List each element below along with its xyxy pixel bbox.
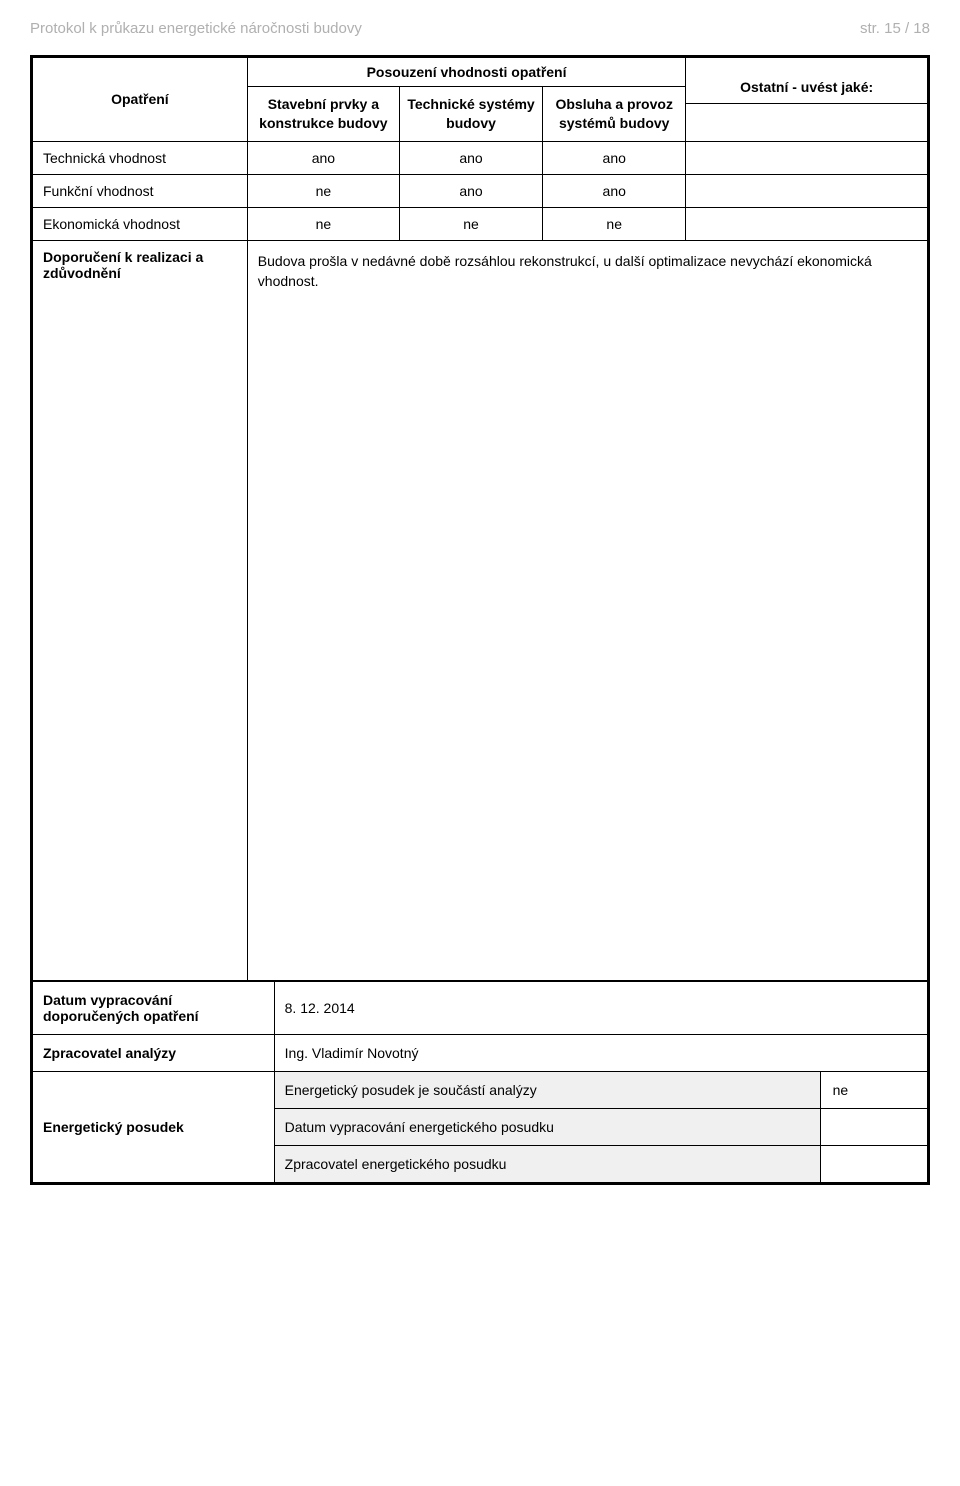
cell-value: ano [399,141,542,174]
posudek-row1-value: ne [820,1071,927,1108]
posudek-row1-label: Energetický posudek je součástí analýzy [274,1071,820,1108]
col-header-ostatni-cell: Ostatní - uvést jaké: [686,58,928,142]
table-row: Ekonomická vhodnost ne ne ne [33,207,928,240]
recommendation-row: Doporučení k realizaci a zdůvodnění Budo… [33,240,928,980]
row-label-funkcni: Funkční vhodnost [33,174,248,207]
recommendation-text: Budova prošla v nedávné době rozsáhlou r… [247,240,927,980]
posudek-label: Energetický posudek [33,1071,275,1182]
posudek-row3-label: Zpracovatel energetického posudku [274,1145,820,1182]
evaluation-table: Opatření Posouzení vhodnosti opatření Os… [32,57,928,981]
cell-value: ne [399,207,542,240]
col-header-ostatni-blank [686,104,927,126]
opatreni-header: Opatření [33,58,248,142]
cell-value: ne [247,174,399,207]
cell-value [686,207,928,240]
table-row: Datum vypracování doporučených opatření … [33,981,928,1034]
cell-value [686,141,928,174]
row-label-ekonomicka: Ekonomická vhodnost [33,207,248,240]
table-row: Technická vhodnost ano ano ano [33,141,928,174]
posudek-row2-label: Datum vypracování energetického posudku [274,1108,820,1145]
col-header-obsluha: Obsluha a provoz systémů budovy [543,87,686,142]
col-header-technicke: Technické systémy budovy [399,87,542,142]
date-value: 8. 12. 2014 [274,981,927,1034]
analyst-label: Zpracovatel analýzy [33,1034,275,1071]
table-row: Energetický posudek Energetický posudek … [33,1071,928,1108]
main-table-wrapper: Opatření Posouzení vhodnosti opatření Os… [30,55,930,1185]
cell-value: ano [543,141,686,174]
cell-value: ne [543,207,686,240]
col-header-ostatni: Ostatní - uvést jaké: [686,72,927,104]
col-header-stavebni: Stavební prvky a konstrukce budovy [247,87,399,142]
table-row: Zpracovatel analýzy Ing. Vladimír Novotn… [33,1034,928,1071]
bottom-table: Datum vypracování doporučených opatření … [32,981,928,1183]
date-label: Datum vypracování doporučených opatření [33,981,275,1034]
cell-value: ano [399,174,542,207]
posudek-row3-value [820,1145,927,1182]
analyst-value: Ing. Vladimír Novotný [274,1034,927,1071]
posudek-row2-value [820,1108,927,1145]
table-row: Funkční vhodnost ne ano ano [33,174,928,207]
cell-value: ne [247,207,399,240]
page-header: Protokol k průkazu energetické náročnost… [30,20,930,37]
header-title-left: Protokol k průkazu energetické náročnost… [30,20,362,37]
cell-value: ano [247,141,399,174]
row-label-technicka: Technická vhodnost [33,141,248,174]
cell-value [686,174,928,207]
recommendation-label: Doporučení k realizaci a zdůvodnění [33,240,248,980]
cell-value: ano [543,174,686,207]
evaluation-title: Posouzení vhodnosti opatření [247,58,686,87]
header-title-right: str. 15 / 18 [860,20,930,37]
